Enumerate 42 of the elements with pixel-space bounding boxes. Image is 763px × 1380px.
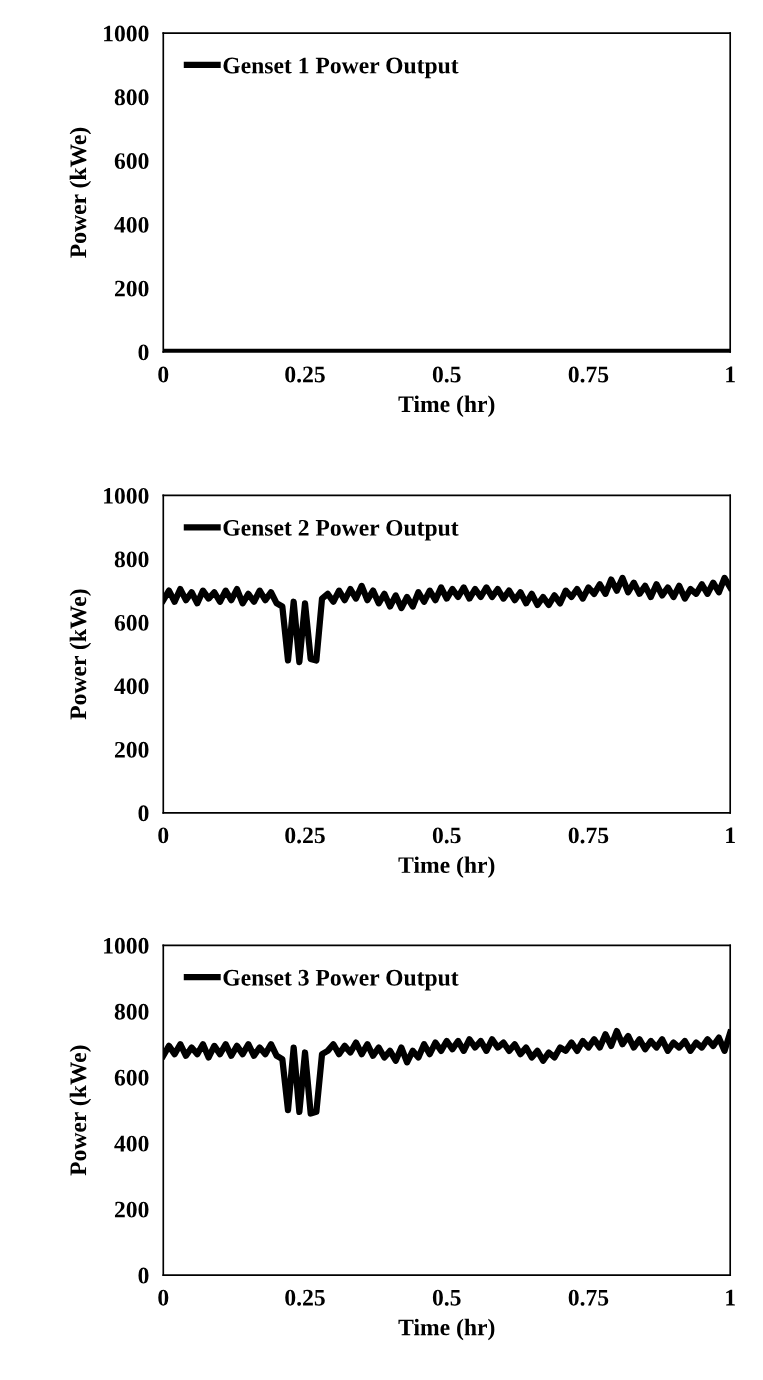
legend-label: Genset 2 Power Output [223, 519, 459, 541]
x-tick-label: 0.5 [432, 1289, 461, 1306]
x-tick-label: 0.75 [568, 366, 609, 383]
legend-label: Genset 1 Power Output [223, 57, 459, 79]
y-tick-label: 800 [114, 551, 149, 568]
x-axis-title: Time (hr) [398, 856, 495, 878]
x-tick-label: 0.25 [285, 366, 325, 383]
x-axis-title: Time (hr) [398, 1318, 495, 1341]
y-tick-label: 1000 [104, 937, 149, 954]
x-tick-label: 0.75 [568, 1289, 609, 1306]
y-tick-label: 600 [114, 153, 149, 170]
y-tick-label: 400 [114, 1135, 149, 1152]
x-tick-label: 0 [158, 1289, 169, 1306]
y-tick-label: 400 [114, 216, 149, 233]
y-tick-label: 600 [114, 614, 149, 631]
x-tick-label: 1 [726, 827, 735, 844]
x-tick-label: 1 [726, 1289, 735, 1306]
y-tick-label: 800 [114, 1003, 149, 1020]
y-tick-label: 1000 [104, 25, 149, 42]
y-tick-label: 400 [114, 678, 149, 695]
x-tick-label: 0.5 [432, 827, 461, 844]
y-axis-title: Power (kWe) [69, 1045, 92, 1176]
x-tick-label: 1 [726, 366, 735, 383]
y-tick-label: 0 [138, 805, 149, 822]
y-axis-title: Power (kWe) [69, 127, 92, 258]
y-tick-label: 200 [114, 1201, 149, 1218]
y-tick-label: 1000 [104, 487, 149, 504]
y-tick-label: 0 [138, 344, 149, 361]
y-tick-label: 600 [114, 1069, 149, 1086]
x-tick-label: 0 [158, 366, 169, 383]
y-tick-label: 800 [114, 89, 149, 106]
x-axis-title: Time (hr) [398, 395, 495, 417]
y-tick-label: 200 [114, 741, 149, 758]
x-tick-label: 0.75 [568, 827, 609, 844]
y-tick-label: 0 [138, 1267, 149, 1284]
legend-label: Genset 3 Power Output [223, 969, 459, 991]
x-tick-label: 0.25 [285, 827, 325, 844]
y-axis-title: Power (kWe) [69, 589, 92, 720]
x-tick-label: 0 [158, 827, 169, 844]
y-tick-label: 200 [114, 280, 149, 297]
x-tick-label: 0.25 [285, 1289, 325, 1306]
x-tick-label: 0.5 [432, 366, 461, 383]
